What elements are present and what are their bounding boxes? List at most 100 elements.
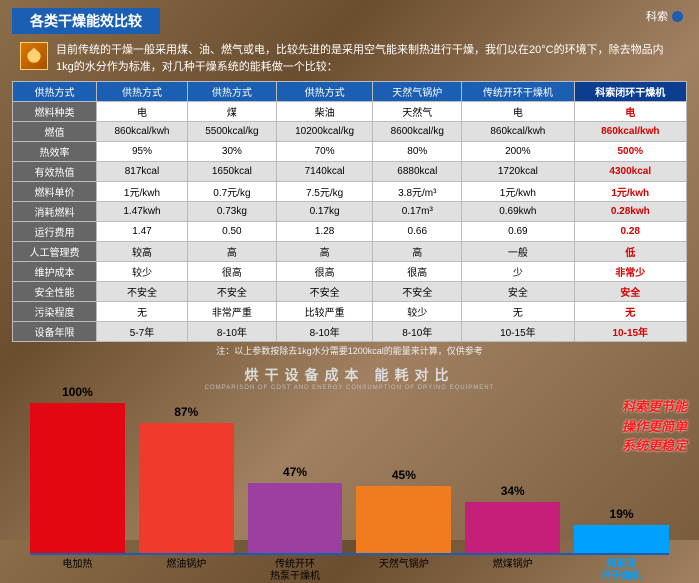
bar-col: 100%电加热 — [30, 385, 125, 553]
bar-label: 燃油锅炉 — [166, 559, 206, 571]
table-cell: 1.47 — [96, 222, 187, 242]
table-cell: 95% — [96, 142, 187, 162]
bar-col: 19%科索闭环干燥机 — [574, 507, 669, 554]
bar-label: 燃煤锅炉 — [493, 559, 533, 571]
table-cell: 安全 — [462, 282, 574, 302]
bar — [356, 486, 451, 554]
table-cell: 0.69kwh — [462, 202, 574, 222]
table-cell: 无 — [574, 302, 686, 322]
brand-icon — [672, 11, 683, 22]
table-cell: 860kcal/kwh — [96, 122, 187, 142]
bar-col: 87%燃油锅炉 — [139, 405, 234, 554]
table-cell: 80% — [373, 142, 462, 162]
row-header: 有效热值 — [13, 162, 97, 182]
table-cell: 0.28kwh — [574, 202, 686, 222]
bar-value: 45% — [392, 468, 416, 482]
table-cell: 1元/kwh — [96, 182, 187, 202]
table-cell: 7.5元/kg — [276, 182, 373, 202]
col-header: 天然气锅炉 — [373, 82, 462, 102]
bar-value: 34% — [501, 484, 525, 498]
intro-text: 目前传统的干燥一般采用煤、油、燃气或电，比较先进的是采用空气能来制热进行干燥，我… — [56, 42, 679, 75]
table-cell: 煤 — [188, 102, 277, 122]
row-header: 燃料单价 — [13, 182, 97, 202]
bar-col: 45%天然气锅炉 — [356, 468, 451, 554]
bar — [139, 423, 234, 554]
col-header: 传统开环干燥机 — [462, 82, 574, 102]
bar-col: 34%燃煤锅炉 — [465, 484, 560, 553]
table-cell: 不安全 — [188, 282, 277, 302]
bar-label: 天然气锅炉 — [379, 559, 429, 571]
table-cell: 0.50 — [188, 222, 277, 242]
col-header: 供热方式 — [276, 82, 373, 102]
table-cell: 无 — [96, 302, 187, 322]
table-cell: 0.28 — [574, 222, 686, 242]
table-cell: 较少 — [373, 302, 462, 322]
table-cell: 860kcal/kwh — [462, 122, 574, 142]
table-cell: 不安全 — [373, 282, 462, 302]
table-cell: 3.8元/m³ — [373, 182, 462, 202]
chart-subtitle: COMPARISON OF COST AND ENERGY CONSUMPTIO… — [205, 385, 495, 391]
table-cell: 0.17m³ — [373, 202, 462, 222]
bar — [574, 525, 669, 554]
table-cell: 天然气 — [373, 102, 462, 122]
bar-value: 19% — [610, 507, 634, 521]
table-cell: 30% — [188, 142, 277, 162]
table-cell: 1.28 — [276, 222, 373, 242]
table-cell: 0.66 — [373, 222, 462, 242]
col-header: 供热方式 — [96, 82, 187, 102]
row-header: 燃料种类 — [13, 102, 97, 122]
page-title: 各类干燥能效比较 — [12, 8, 160, 34]
table-cell: 较少 — [96, 262, 187, 282]
table-cell: 70% — [276, 142, 373, 162]
col-header: 供热方式 — [188, 82, 277, 102]
bar-value: 87% — [174, 405, 198, 419]
table-cell: 1元/kwh — [574, 182, 686, 202]
row-header: 燃值 — [13, 122, 97, 142]
table-cell: 0.17kg — [276, 202, 373, 222]
intro-block: 目前传统的干燥一般采用煤、油、燃气或电，比较先进的是采用空气能来制热进行干燥，我… — [20, 42, 679, 75]
col-header: 科索闭环干燥机 — [574, 82, 686, 102]
table-cell: 5-7年 — [96, 322, 187, 342]
bar-value: 100% — [62, 385, 93, 399]
row-header: 消耗燃料 — [13, 202, 97, 222]
row-header: 热效率 — [13, 142, 97, 162]
bar-value: 47% — [283, 465, 307, 479]
table-cell: 电 — [574, 102, 686, 122]
table-cell: 非常少 — [574, 262, 686, 282]
table-cell: 500% — [574, 142, 686, 162]
table-cell: 8-10年 — [188, 322, 277, 342]
table-cell: 10-15年 — [462, 322, 574, 342]
bar-chart: 烘干设备成本 能耗对比 COMPARISON OF COST AND ENERG… — [12, 365, 687, 575]
leaf-icon — [20, 42, 48, 70]
row-header: 安全性能 — [13, 282, 97, 302]
table-cell: 200% — [462, 142, 574, 162]
table-cell: 0.73kg — [188, 202, 277, 222]
table-cell: 不安全 — [276, 282, 373, 302]
row-header: 运行费用 — [13, 222, 97, 242]
bar-label: 传统开环热泵干燥机 — [270, 559, 320, 583]
table-cell: 很高 — [188, 262, 277, 282]
table-cell: 比较严重 — [276, 302, 373, 322]
table-cell: 高 — [373, 242, 462, 262]
table-cell: 860kcal/kwh — [574, 122, 686, 142]
bar — [465, 502, 560, 553]
bar — [30, 403, 125, 553]
table-cell: 少 — [462, 262, 574, 282]
table-cell: 非常严重 — [188, 302, 277, 322]
comparison-table: 供热方式供热方式供热方式供热方式天然气锅炉传统开环干燥机科索闭环干燥机 燃料种类… — [12, 81, 687, 342]
table-cell: 柴油 — [276, 102, 373, 122]
table-cell: 安全 — [574, 282, 686, 302]
row-header: 人工管理费 — [13, 242, 97, 262]
table-cell: 5500kcal/kg — [188, 122, 277, 142]
table-cell: 1元/kwh — [462, 182, 574, 202]
col-header: 供热方式 — [13, 82, 97, 102]
row-header: 维护成本 — [13, 262, 97, 282]
table-cell: 8-10年 — [373, 322, 462, 342]
table-cell: 一般 — [462, 242, 574, 262]
table-cell: 电 — [462, 102, 574, 122]
row-header: 设备年限 — [13, 322, 97, 342]
table-cell: 1.47kwh — [96, 202, 187, 222]
row-header: 污染程度 — [13, 302, 97, 322]
table-cell: 10-15年 — [574, 322, 686, 342]
table-cell: 低 — [574, 242, 686, 262]
